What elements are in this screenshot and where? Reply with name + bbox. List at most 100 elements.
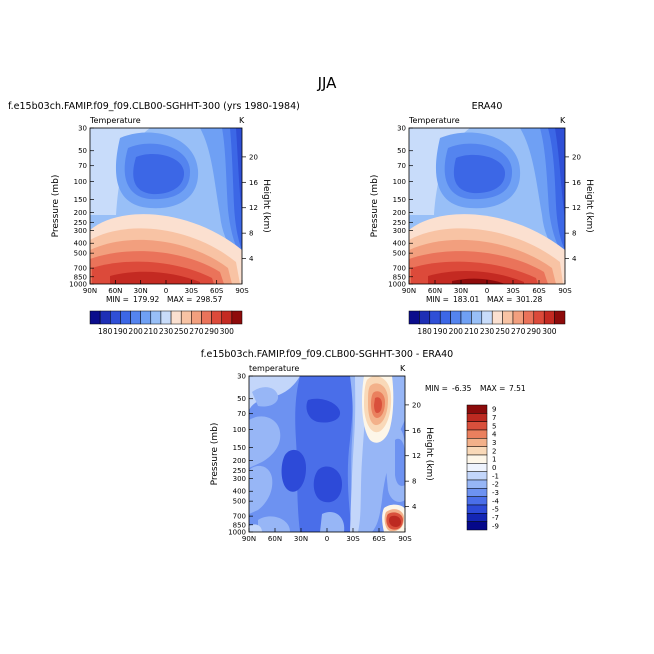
panel-reanalysis-title: ERA40 — [472, 101, 503, 112]
x-tick-label: 60S — [210, 287, 224, 295]
panel-difference-title: f.e15b03ch.FAMIP.f09_f09.CLB00-SGHHT-300… — [201, 349, 453, 360]
colorbar-swatch — [191, 310, 202, 325]
panel-difference-field — [249, 376, 405, 532]
panel-reanalysis-min-value: 183.01 — [453, 295, 479, 304]
colorbar-swatch — [466, 413, 488, 422]
panel-model-colorbar: 180 190 200 210 230 250 270 290 300 — [89, 310, 243, 336]
panel-reanalysis-axes: 90N 60N 30N 0 30S 60S 90S 30 50 70 100 150 200 250300… — [370, 125, 594, 296]
colorbar-label: -7 — [492, 514, 499, 522]
colorbar-swatch — [466, 454, 488, 464]
y-tick-label: 70 — [78, 162, 87, 170]
y2-tick-label: 20 — [572, 153, 581, 161]
y-tick-label: 850 — [74, 273, 87, 281]
y2-tick-label: 4 — [249, 255, 254, 263]
colorbar-label: 7 — [492, 414, 496, 422]
x-tick-label: 90S — [235, 287, 249, 295]
panel-model-field — [90, 128, 242, 284]
y2-tick-label: 16 — [572, 179, 581, 187]
panel-model-min-value: 179.92 — [133, 295, 159, 304]
panel-model: f.e15b03ch.FAMIP.f09_f09.CLB00-SGHHT-300… — [8, 101, 300, 336]
x-tick-label: 60N — [268, 535, 282, 543]
panel-reanalysis-colorbar: 180 190 200 210 230 250 270 290 300 — [408, 310, 566, 336]
colorbar-label: 300 — [542, 327, 557, 336]
colorbar-swatch — [523, 310, 535, 325]
colorbar-swatch — [130, 310, 141, 325]
panel-difference-max-label: MAX = — [480, 384, 505, 393]
y2-axis-label: Height (km) — [261, 179, 271, 233]
colorbar-swatch — [419, 310, 431, 325]
y-tick-label: 1000 — [69, 281, 87, 289]
panel-difference-max-value: 7.51 — [509, 384, 526, 393]
y-tick-label: 50 — [78, 147, 87, 155]
y-tick-label: 300 — [393, 227, 406, 235]
y-tick-label: 50 — [237, 395, 246, 403]
panel-model-title: f.e15b03ch.FAMIP.f09_f09.CLB00-SGHHT-300… — [8, 101, 300, 112]
x-tick-label: 30N — [454, 287, 468, 295]
y2-tick-label: 8 — [572, 230, 576, 238]
colorbar-label: 230 — [480, 327, 495, 336]
colorbar-swatch — [491, 310, 503, 325]
y-tick-label: 30 — [397, 125, 406, 133]
y-tick-label: 150 — [233, 444, 246, 452]
x-tick-label: 30S — [346, 535, 360, 543]
colorbar-swatch — [408, 310, 420, 325]
colorbar-swatch — [466, 471, 488, 481]
colorbar-label: 290 — [527, 327, 542, 336]
colorbar-swatch — [466, 521, 488, 531]
x-tick-label: 90N — [402, 287, 416, 295]
x-tick-label: 90S — [558, 287, 572, 295]
panel-model-min-label: MIN = — [106, 295, 129, 304]
y-tick-label: 850 — [393, 273, 406, 281]
y-tick-label: 70 — [397, 162, 406, 170]
panel-difference-axes: 90N 60N 30N 0 30S 60S 90S 30 50 70 100 150 200 250300… — [210, 373, 434, 544]
colorbar-label: -3 — [492, 489, 499, 497]
x-tick-label: 60N — [108, 287, 122, 295]
colorbar-swatch — [211, 310, 222, 325]
colorbar-swatch — [502, 310, 514, 325]
colorbar-label: 2 — [492, 447, 496, 455]
colorbar-swatch — [89, 310, 101, 325]
y2-tick-label: 16 — [249, 179, 258, 187]
colorbar-label: 0 — [492, 464, 496, 472]
colorbar-label: 270 — [189, 327, 204, 336]
y2-tick-label: 8 — [412, 478, 416, 486]
panel-reanalysis-subtitle: Temperature — [408, 116, 460, 125]
colorbar-label: -2 — [492, 481, 499, 489]
panel-model-axes: 90N 60N 30N 0 30S 60S 90S 30 50 70 100 150 200 250300… — [51, 125, 271, 296]
colorbar-swatch — [140, 310, 152, 325]
colorbar-swatch — [512, 310, 524, 325]
panel-difference-units: K — [400, 364, 406, 373]
y-tick-label: 850 — [233, 521, 246, 529]
colorbar-swatch — [429, 310, 441, 325]
panel-reanalysis-max-value: 301.28 — [516, 295, 542, 304]
x-tick-label: 30N — [294, 535, 308, 543]
y-axis-label: Pressure (mb) — [210, 423, 220, 486]
x-tick-label: 90S — [398, 535, 412, 543]
panel-reanalysis: ERA40 Temperature K 90N 60N 30N 0 30S 60S 90S 3… — [370, 101, 594, 336]
x-tick-label: 90N — [242, 535, 256, 543]
panel-reanalysis-units: K — [560, 116, 566, 125]
colorbar-label: -9 — [492, 522, 499, 530]
colorbar-swatch — [554, 310, 566, 325]
x-tick-label: 0 — [485, 287, 489, 295]
x-tick-label: 0 — [325, 535, 329, 543]
page-title: JJA — [317, 74, 338, 92]
colorbar-swatch — [471, 310, 483, 325]
panel-reanalysis-field — [409, 128, 565, 284]
y2-tick-label: 12 — [412, 452, 421, 460]
y-tick-label: 500 — [74, 250, 87, 258]
panel-model-units: K — [239, 116, 245, 125]
colorbar-swatch — [99, 310, 111, 325]
x-tick-label: 60S — [532, 287, 546, 295]
panel-reanalysis-min-label: MIN = — [426, 295, 449, 304]
x-tick-label: 90N — [83, 287, 97, 295]
colorbar-label: 270 — [511, 327, 526, 336]
y-axis-label: Pressure (mb) — [370, 175, 380, 238]
y-axis-label: Pressure (mb) — [51, 175, 61, 238]
y-tick-label: 250 — [233, 467, 246, 475]
y-tick-label: 400 — [74, 240, 87, 248]
colorbar-swatch — [466, 421, 488, 431]
y-tick-label: 700 — [74, 265, 87, 273]
colorbar-swatch — [221, 310, 233, 325]
x-tick-label: 60S — [372, 535, 386, 543]
